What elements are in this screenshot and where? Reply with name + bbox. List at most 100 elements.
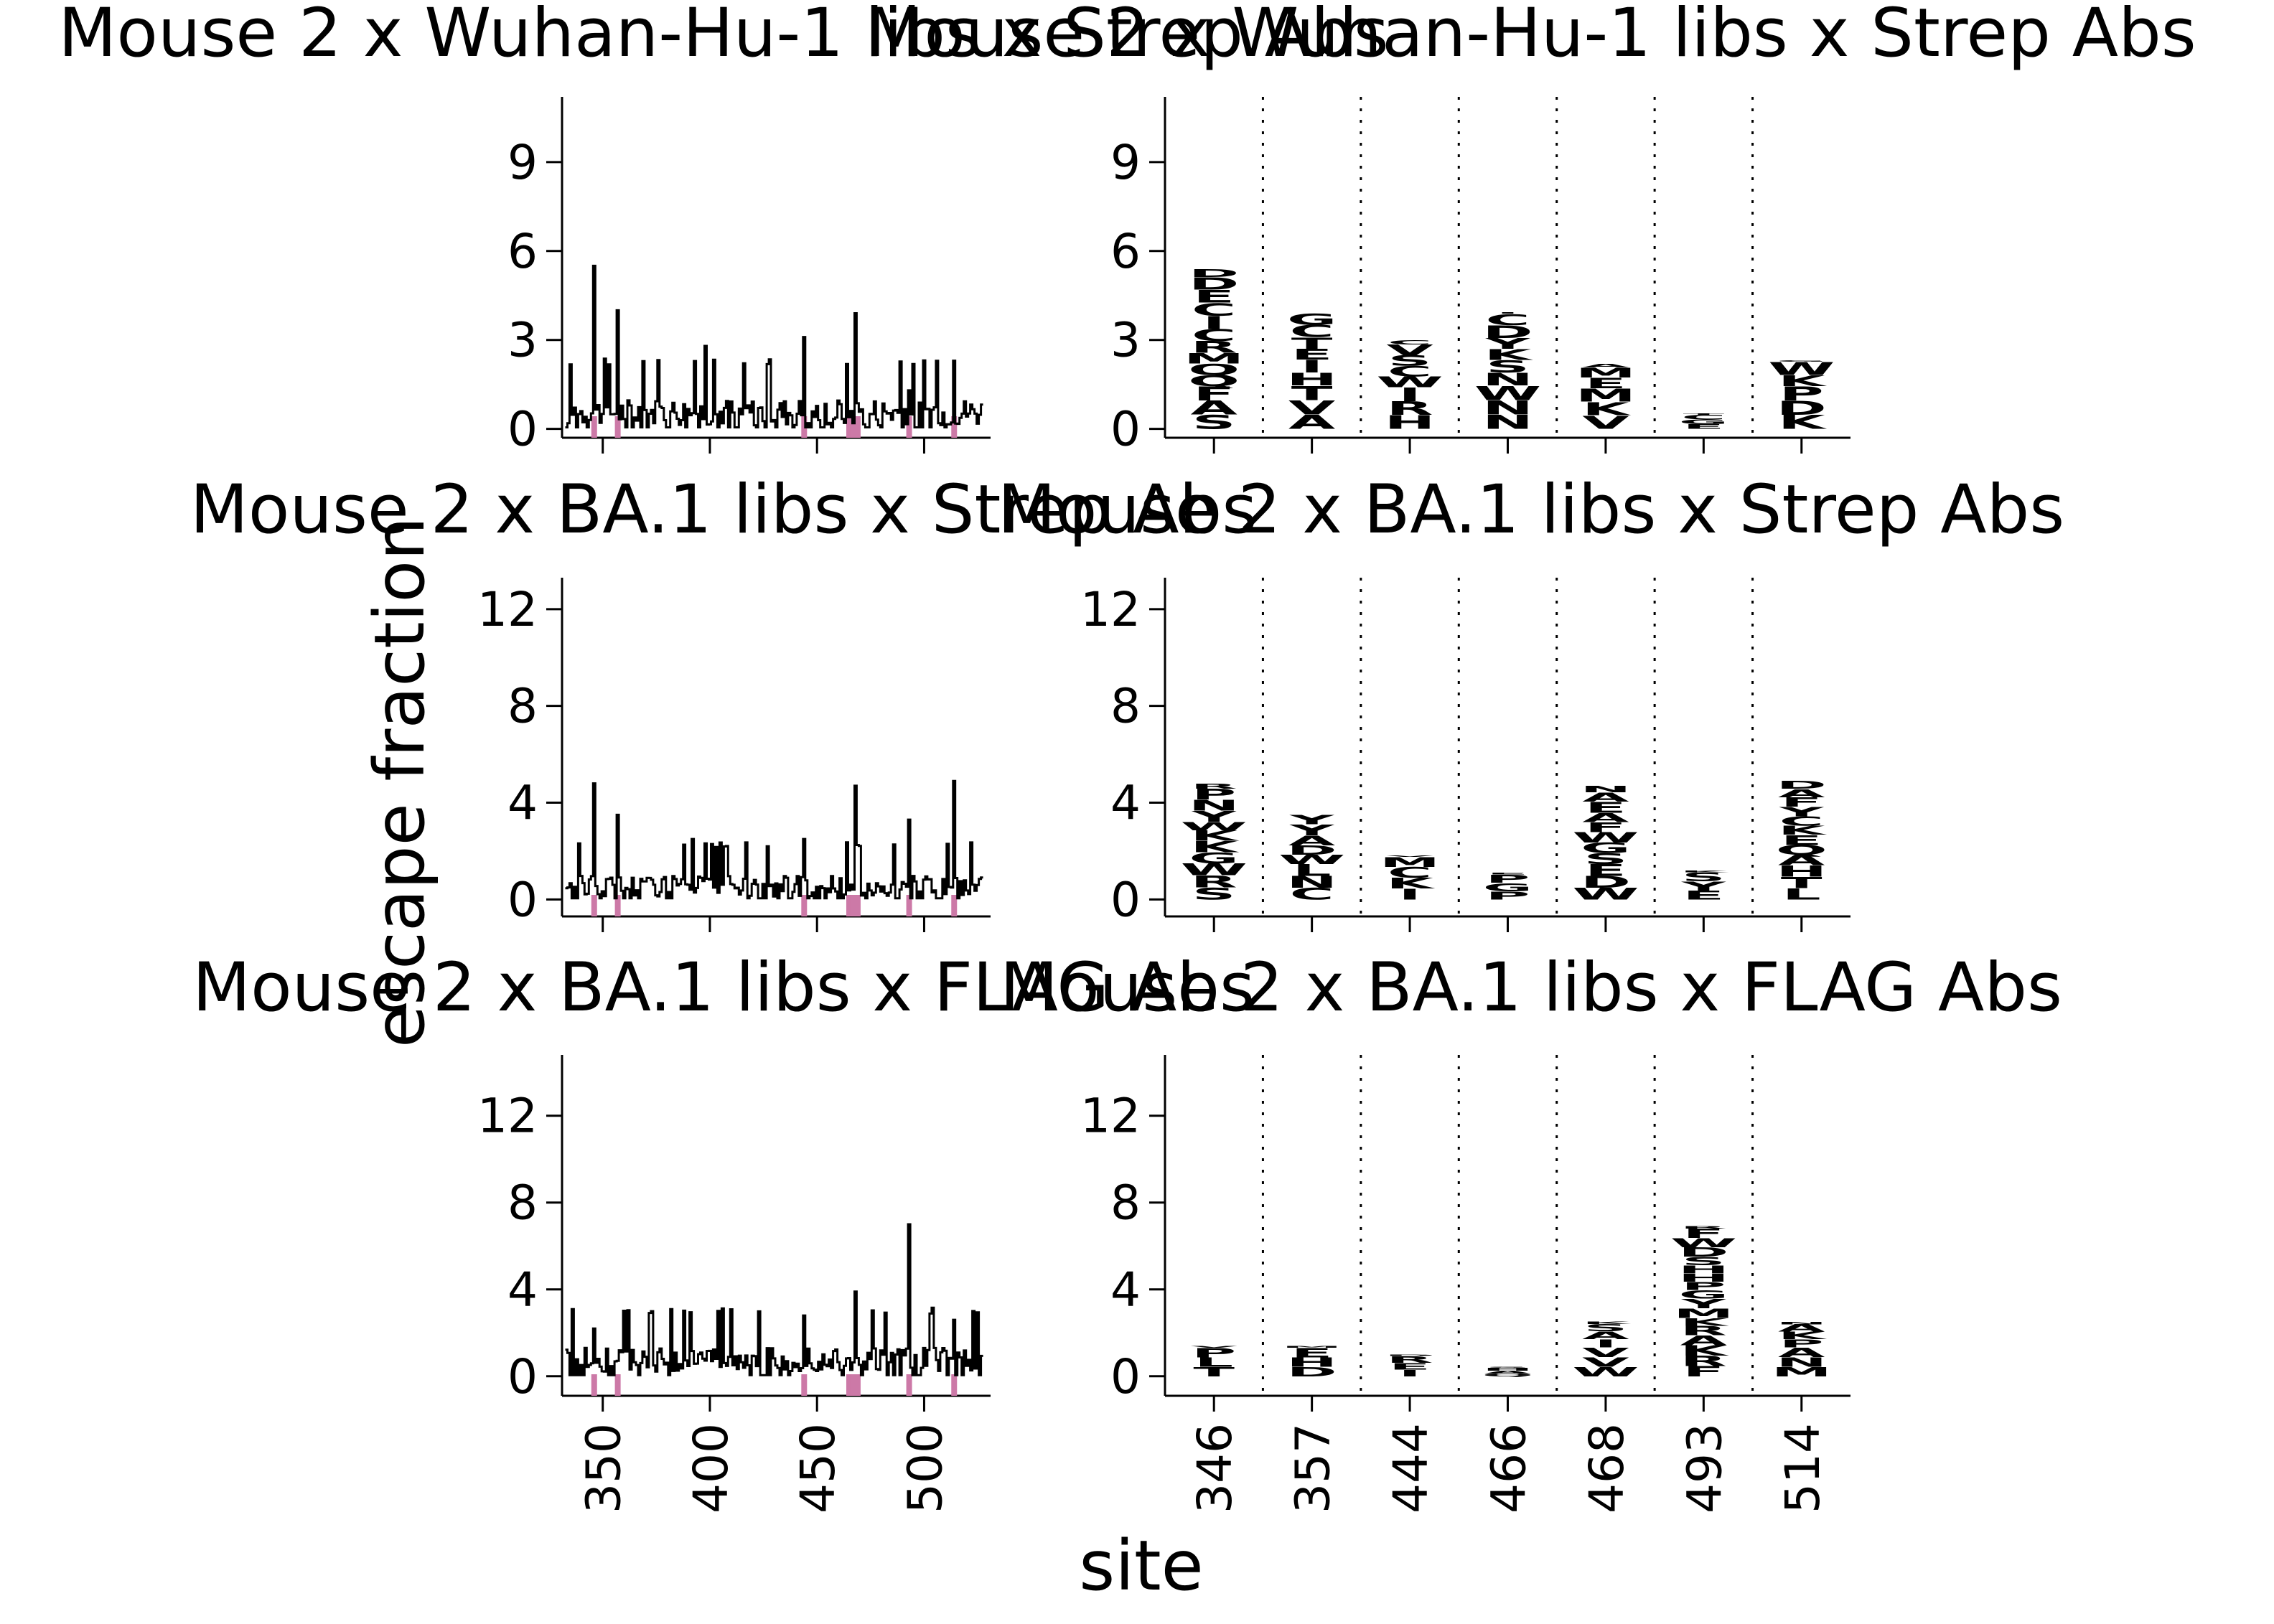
x-tick-label: 346 — [1187, 1423, 1243, 1513]
logo-letter: S — [1682, 1254, 1726, 1268]
logo-letter: G — [1777, 360, 1826, 362]
logo-letter: C — [1192, 327, 1236, 344]
escape-line — [565, 779, 983, 900]
logo-letter: V — [1582, 1345, 1629, 1360]
line-panel-1: Mouse 2 x Wuhan-Hu-1 libs x Strep Abs 0 3 6… — [58, 0, 1388, 457]
logo-letter: T — [1781, 874, 1823, 892]
marked-site — [801, 895, 808, 916]
y-tick-label: 3 — [507, 313, 538, 368]
logo-letter: W — [1572, 1364, 1639, 1379]
logo-letter: Q — [1482, 1373, 1534, 1377]
logo-letter: H — [1678, 1264, 1729, 1276]
x-tick-label: 444 — [1383, 1423, 1438, 1513]
logo-letter: V — [1190, 1346, 1237, 1348]
logo-panel-3: Mouse 2 x BA.1 libs x FLAG Abs 0 4 8 12 346 TL… — [1000, 949, 2062, 1513]
logo-letter: D — [1482, 321, 1533, 342]
logo-letter: N — [1482, 370, 1533, 390]
logo-letter: V — [1582, 412, 1629, 433]
logo-letter: K — [1190, 828, 1240, 844]
x-tick-label: 450 — [790, 1423, 846, 1513]
logo-letter: L — [1782, 886, 1821, 903]
marked-site — [801, 1374, 808, 1396]
logo-letter: A — [1582, 363, 1629, 369]
y-tick-label: 12 — [477, 582, 538, 637]
logo-letter: R — [1387, 398, 1433, 419]
logo-letter: E — [1585, 375, 1627, 392]
logo-letter: H — [1678, 1272, 1729, 1285]
logo-letter: S — [1486, 357, 1530, 376]
logo-letter: A — [1190, 397, 1237, 419]
logo-letter: R — [1191, 782, 1237, 790]
logo-letter: A — [1778, 787, 1825, 800]
logo-letter: N — [1482, 397, 1533, 419]
logo-letter: L — [1194, 1355, 1233, 1369]
logo-letter: Q — [1188, 372, 1240, 390]
logo-letter: M — [1673, 1306, 1733, 1321]
logo-letter: G — [1679, 1288, 1728, 1302]
logo-letter: F — [1781, 795, 1823, 810]
marked-site — [906, 895, 912, 916]
logo-letter: C — [1485, 311, 1530, 328]
logo-letter: A — [1288, 411, 1336, 433]
logo-letter: A — [1582, 811, 1629, 825]
marked-site — [614, 1374, 621, 1396]
y-tick-label: 9 — [1110, 135, 1141, 190]
logo-letter: M — [1576, 365, 1636, 380]
logo-letter: G — [1483, 881, 1533, 894]
y-tick-label: 4 — [1110, 776, 1141, 831]
logo-letter: N — [1286, 873, 1337, 891]
logo-letter: H — [1286, 370, 1337, 390]
logo-letter: Y — [1289, 822, 1336, 839]
logo-letter: S — [1486, 1366, 1530, 1369]
logo-letter: E — [1389, 1361, 1431, 1372]
logo-letter: K — [1386, 875, 1436, 892]
logo-panel-1: Mouse 2 x Wuhan-Hu-1 libs x Strep Abs 0 3 6… — [866, 0, 2196, 457]
logo-letter: C — [1388, 339, 1432, 345]
logo-letter: W — [1376, 374, 1443, 391]
logo-letter: I — [1301, 357, 1323, 377]
logo-letter: W — [1181, 820, 1248, 833]
logo-letter: K — [1190, 838, 1240, 856]
escape-line — [565, 264, 983, 428]
panel-title: Mouse 2 x Wuhan-Hu-1 libs x Strep Abs — [58, 0, 1388, 72]
marked-site — [906, 416, 912, 438]
marked-site — [591, 895, 597, 916]
logo-letter: A — [1680, 1333, 1728, 1348]
logo-letter: S — [1388, 353, 1432, 370]
logo-letter: K — [1680, 1316, 1729, 1328]
logo-letter: M — [1576, 385, 1636, 406]
logo-letter: A — [1778, 1345, 1825, 1360]
logo-letter: D — [1287, 843, 1337, 858]
y-tick-label: 8 — [1110, 1175, 1141, 1231]
logo-letter: M — [1772, 1364, 1832, 1379]
logo-letter: R — [1680, 1353, 1727, 1369]
logo-letter: K — [1680, 870, 1730, 873]
logo-letter: E — [1781, 832, 1823, 848]
logo-letter: F — [1585, 820, 1627, 835]
marked-site — [951, 895, 958, 916]
logo-letter: Y — [1191, 808, 1237, 825]
logo-letter: K — [1582, 398, 1632, 420]
logo-letter: D — [1581, 873, 1631, 892]
logo-letter: C — [1388, 864, 1432, 881]
logo-letter: H — [1776, 863, 1827, 881]
y-tick-label: 0 — [507, 402, 538, 457]
logo-letter: F — [1193, 382, 1235, 405]
y-tick-label: 12 — [477, 1089, 538, 1144]
line-panel-2: Mouse 2 x BA.1 libs x Strep Abs 0 4 8 12 — [190, 471, 1257, 932]
marked-site — [951, 416, 958, 438]
logo-letter: G — [1581, 840, 1630, 857]
logo-letter: F — [1683, 1363, 1724, 1379]
x-tick-label: 493 — [1677, 1423, 1732, 1513]
logo-letter: C — [1681, 414, 1726, 421]
y-tick-label: 9 — [507, 135, 538, 190]
logo-letter: P — [1681, 1280, 1726, 1292]
logo-letter: T — [1291, 334, 1333, 352]
logo-letter: S — [1682, 870, 1726, 885]
y-tick-label: 0 — [1110, 402, 1141, 457]
panel-title: Mouse 2 x BA.1 libs x Strep Abs — [190, 471, 1257, 549]
logo-letter: N — [1189, 797, 1240, 814]
logo-letter: A — [1778, 1323, 1825, 1334]
logo-letter: Y — [1484, 336, 1531, 352]
